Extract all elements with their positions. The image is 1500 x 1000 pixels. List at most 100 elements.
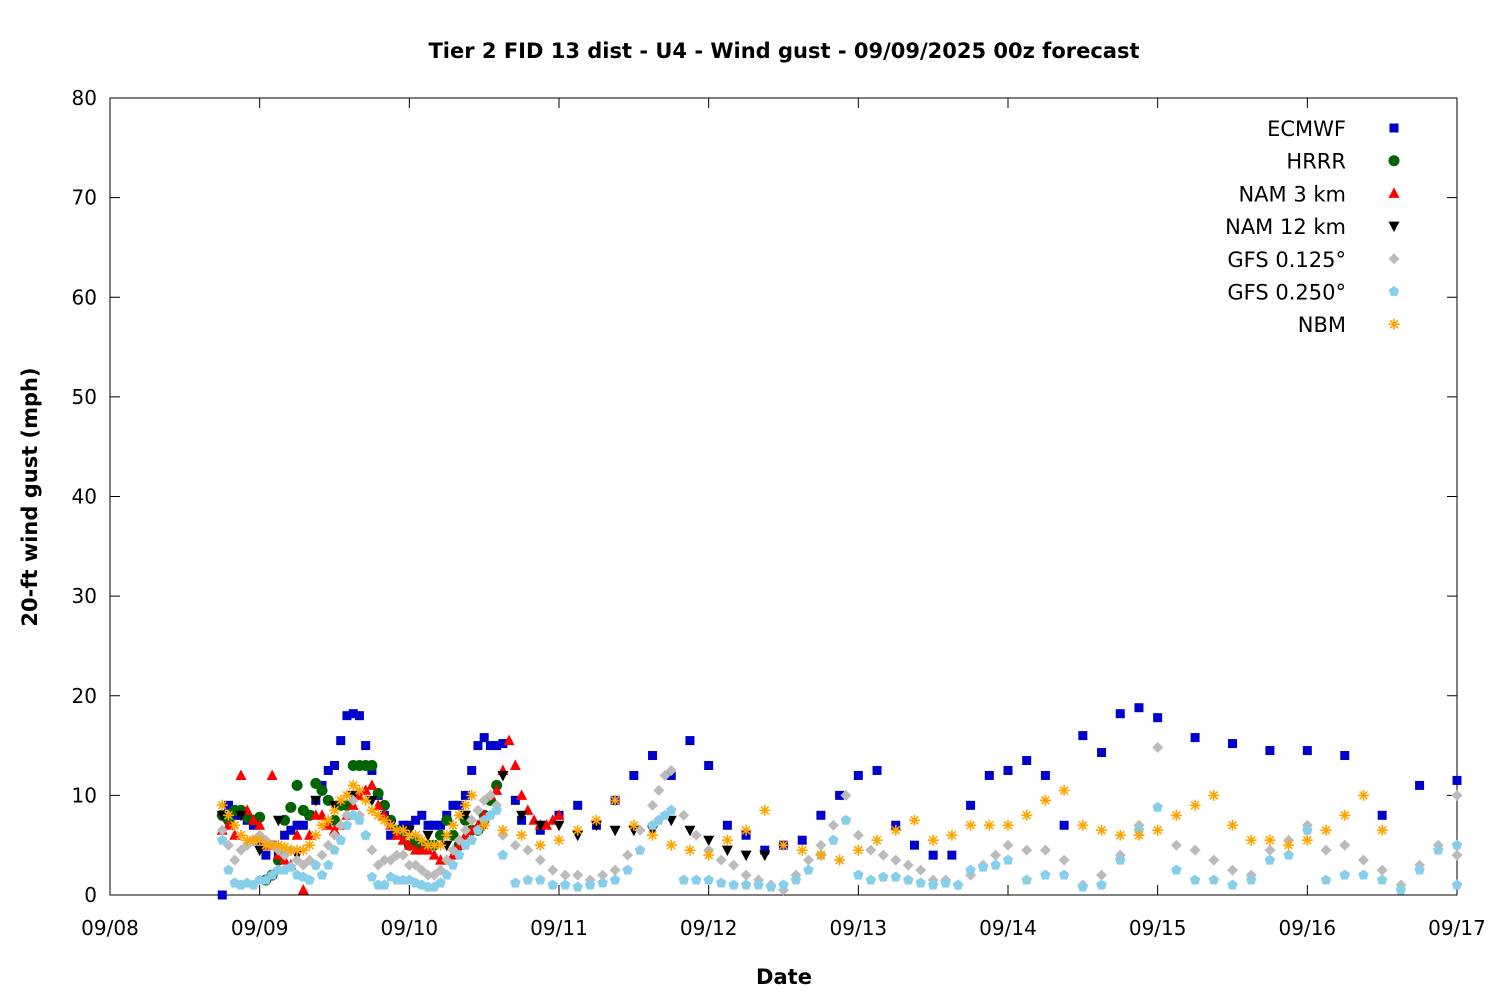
data-point [347, 794, 359, 806]
data-point [522, 844, 534, 856]
data-point [416, 864, 428, 876]
data-point [647, 799, 659, 811]
data-point [1320, 844, 1332, 856]
data-point [297, 844, 309, 856]
data-point [1433, 844, 1444, 855]
data-point [740, 869, 752, 881]
data-point [1096, 879, 1107, 890]
data-point [553, 809, 565, 820]
data-point [903, 874, 914, 885]
data-point [1320, 824, 1332, 836]
data-point [952, 879, 964, 890]
data-point [597, 869, 609, 881]
data-point [310, 795, 322, 807]
data-point [385, 854, 397, 866]
x-tick-label: 09/12 [680, 916, 738, 940]
data-point [428, 869, 440, 881]
data-point [609, 874, 621, 885]
x-tick-label: 09/11 [530, 916, 588, 940]
data-point [722, 820, 732, 830]
data-point [291, 844, 303, 856]
data-point [728, 879, 739, 890]
legend-marker [1389, 123, 1399, 133]
series-ecmwf [217, 703, 1462, 900]
data-point [472, 824, 484, 835]
data-point [478, 794, 490, 806]
legend-entry: HRRR [1286, 150, 1346, 174]
data-point [266, 839, 278, 851]
data-point [441, 829, 453, 841]
legend-entry: GFS 0.250° [1227, 281, 1346, 305]
data-point [297, 884, 309, 895]
data-point [509, 759, 521, 770]
x-tick-label: 09/14 [979, 916, 1037, 940]
y-tick-label: 60 [72, 285, 97, 309]
data-point [634, 844, 646, 855]
data-point [1133, 829, 1145, 841]
legend-entry: GFS 0.125° [1227, 248, 1346, 272]
data-point [815, 849, 827, 861]
data-point [423, 820, 433, 830]
x-tick-label: 09/16 [1279, 916, 1337, 940]
data-point [803, 864, 814, 875]
data-point [410, 859, 422, 871]
data-point [492, 741, 502, 751]
data-point [366, 795, 378, 807]
data-point [304, 839, 316, 851]
data-point [353, 784, 365, 796]
data-point [759, 850, 771, 862]
y-tick-label: 40 [72, 485, 97, 509]
data-point [454, 800, 464, 810]
data-point [704, 760, 714, 770]
data-point [403, 829, 415, 841]
data-point [435, 839, 446, 851]
data-point [479, 733, 489, 743]
data-point [1170, 809, 1182, 821]
data-point [740, 879, 752, 890]
legend-marker [1388, 221, 1400, 233]
data-point [927, 879, 939, 890]
data-point [653, 784, 665, 796]
data-point [691, 874, 702, 885]
data-point [977, 861, 989, 872]
data-point [778, 839, 789, 851]
data-point [235, 844, 247, 856]
data-point [1451, 879, 1463, 890]
x-tick-label: 09/09 [231, 916, 289, 940]
data-point [422, 839, 434, 851]
series-nam-3-km [216, 734, 565, 895]
data-point [609, 864, 621, 876]
data-point [247, 814, 259, 825]
y-tick-label: 0 [84, 883, 97, 907]
data-point [1264, 854, 1276, 865]
data-point [1039, 794, 1051, 806]
data-point [460, 790, 470, 800]
series-gfs-0-125- [216, 742, 1463, 896]
data-point [254, 811, 266, 823]
data-point [890, 854, 902, 866]
data-point [510, 877, 521, 888]
data-point [816, 810, 826, 820]
data-point [835, 790, 845, 800]
data-point [802, 854, 814, 866]
data-point [1190, 733, 1200, 743]
data-point [1302, 746, 1312, 756]
data-point [410, 829, 422, 841]
data-point [1357, 854, 1369, 866]
data-point [535, 874, 546, 885]
data-point [347, 779, 359, 791]
series-nbm [216, 779, 1388, 866]
data-point [871, 834, 883, 846]
data-point [940, 877, 951, 888]
data-point [484, 789, 496, 801]
data-point [366, 804, 378, 816]
y-tick-label: 50 [72, 385, 97, 409]
data-point [1376, 864, 1388, 876]
data-point [366, 844, 378, 856]
data-point [753, 879, 764, 890]
data-point [378, 854, 390, 866]
data-point [728, 859, 740, 871]
data-point [459, 810, 471, 822]
y-axis: 0 10 20 30 40 50 60 70 80 [72, 86, 1457, 907]
